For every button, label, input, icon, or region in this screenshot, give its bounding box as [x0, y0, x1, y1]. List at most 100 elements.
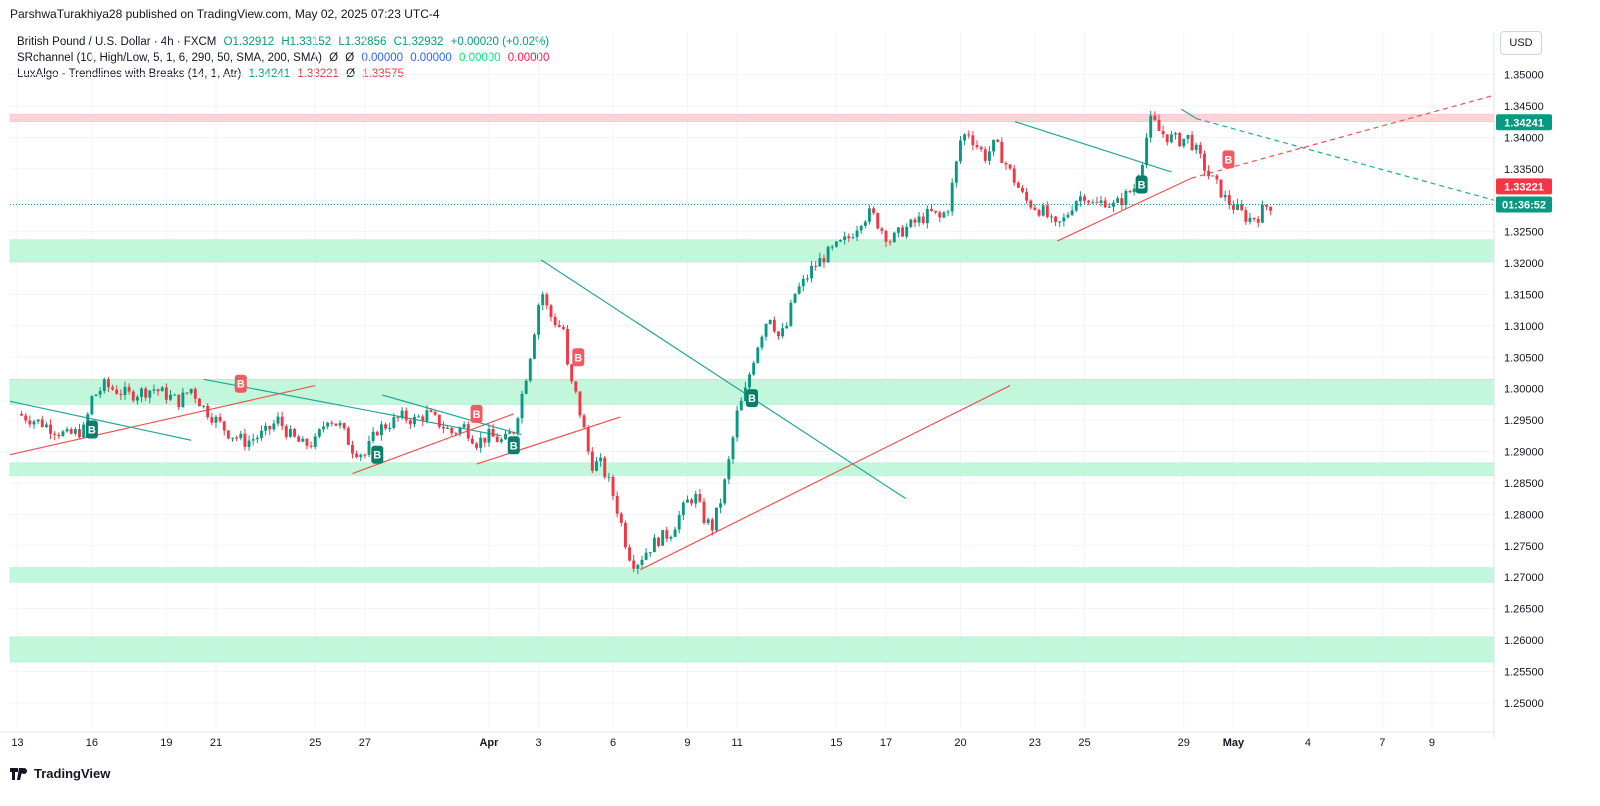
candle-body: [677, 515, 681, 530]
sr-zone-support: [9, 567, 1495, 583]
candle-body: [202, 405, 206, 407]
x-tick-label: 3: [536, 737, 542, 749]
candle-body: [330, 422, 334, 424]
candle-body: [1140, 164, 1144, 179]
candle-body: [222, 421, 226, 431]
y-tick-label: 1.27500: [1504, 541, 1544, 553]
candle-body: [723, 479, 727, 504]
tradingview-logo-icon: [10, 767, 30, 780]
candle-body: [731, 437, 735, 460]
candle-body: [169, 394, 172, 400]
candle-body: [843, 236, 847, 241]
candle-body: [694, 494, 698, 504]
candle-body: [814, 265, 818, 267]
candle-body: [338, 423, 342, 426]
candle-body: [623, 522, 627, 548]
candle-body: [1103, 200, 1107, 208]
candle-body: [1178, 133, 1182, 147]
candle-body: [1161, 130, 1165, 135]
candle-body: [1207, 170, 1211, 177]
candle-body: [574, 381, 578, 392]
candle-body: [49, 424, 52, 434]
candle-body: [805, 278, 809, 280]
signal-badge: [746, 389, 758, 408]
candle-body: [396, 417, 400, 419]
candle-body: [1248, 217, 1252, 222]
candle-body: [590, 451, 594, 471]
candle-body: [801, 278, 805, 287]
srchannel-name[interactable]: SRchannel (10, High/Low, 5, 1, 6, 290, 5…: [17, 52, 322, 64]
candle-body: [764, 323, 768, 337]
signal-sell-icon: B: [470, 404, 483, 423]
candle-body: [1165, 134, 1169, 143]
luxalgo-value-3: 1.33575: [362, 68, 404, 80]
signal-badge: [1135, 175, 1148, 194]
luxalgo-name[interactable]: LuxAlgo - Trendlines with Breaks (14, 1,…: [17, 68, 242, 80]
candle-body: [442, 426, 445, 429]
candle-body: [876, 213, 880, 229]
candle-body: [231, 437, 234, 439]
candle-body: [197, 398, 201, 407]
candle-body: [524, 380, 528, 394]
candle-body: [1194, 144, 1198, 150]
candle-body: [752, 362, 756, 375]
candle-body: [570, 364, 574, 382]
price-tag-bg: [1496, 178, 1552, 195]
candle-body: [193, 388, 197, 399]
candle-body: [359, 454, 363, 458]
candle-body: [413, 416, 416, 425]
price-axis[interactable]: 1.25000 1.25500 1.26000 1.26500 1.27000 1.275…: [1493, 32, 1544, 738]
candle-body: [1008, 164, 1012, 169]
candle-body: [1120, 198, 1124, 205]
luxalgo-value-2: 1.33221: [297, 68, 339, 80]
candle-body: [727, 459, 731, 480]
y-tick-label: 1.28500: [1504, 478, 1544, 490]
candle-body: [355, 453, 359, 458]
candle-body: [156, 389, 160, 392]
legend-row-srchannel: SRchannel (10, High/Low, 5, 1, 6, 290, 5…: [17, 50, 553, 66]
currency-button[interactable]: USD: [1500, 31, 1542, 55]
price-tags: 1.34241 1.33221 01:36:52: [1496, 114, 1552, 213]
signals: B B B B B B B B B: [85, 150, 1235, 464]
candle-body: [847, 236, 851, 239]
candle-body: [545, 294, 549, 306]
x-tick-label: 13: [11, 737, 23, 749]
candle-body: [491, 429, 495, 437]
signal-badge: [371, 445, 384, 464]
candle-body: [1198, 144, 1202, 154]
ohlc-close: C1.32932: [393, 36, 444, 48]
candle-body: [1236, 204, 1240, 210]
candle-body: [528, 358, 532, 381]
time-axis[interactable]: 13 16 19 21 25 27 Apr 3 6 9 11 15 17 20 23 25 29 May 4 7 9: [0, 731, 1494, 749]
candle-body: [1169, 134, 1173, 143]
candle-body: [189, 388, 193, 393]
candle-body: [264, 425, 268, 431]
candle-body: [549, 305, 553, 317]
candle-body: [516, 418, 520, 434]
candle-body: [495, 436, 499, 442]
candle-body: [1145, 137, 1149, 165]
candle-body: [239, 433, 243, 439]
y-tick-label: 1.31500: [1504, 289, 1544, 301]
candle-body: [520, 393, 524, 419]
candle-body: [888, 241, 892, 243]
candles: [20, 110, 1273, 575]
signal-buy-icon: B: [85, 420, 98, 439]
tradingview-footer[interactable]: TradingView: [10, 766, 110, 781]
candle-body: [892, 232, 896, 243]
candle-body: [561, 326, 565, 330]
candle-body: [913, 219, 917, 223]
signal-sell-icon: B: [234, 374, 247, 393]
candle-body: [297, 436, 301, 442]
candle-body: [346, 428, 350, 445]
candle-body: [1132, 188, 1136, 193]
candle-body: [504, 433, 507, 440]
candle-body: [553, 316, 557, 326]
candle-body: [388, 427, 392, 429]
trendline-green: [9, 400, 192, 441]
candle-body: [669, 536, 673, 539]
candle-body: [152, 389, 156, 391]
candle-body: [44, 424, 48, 427]
candle-body: [417, 416, 421, 418]
